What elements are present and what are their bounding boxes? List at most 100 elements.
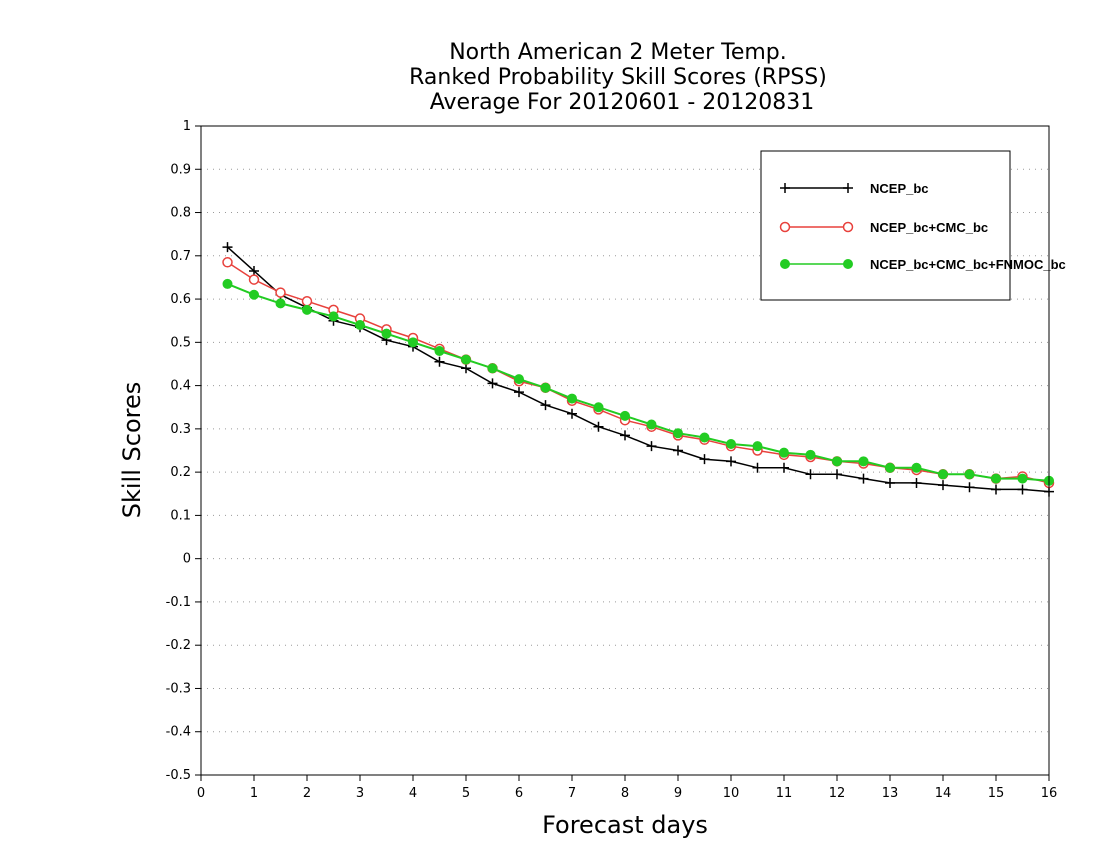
y-tick-label: 1: [183, 119, 191, 134]
data-point: [593, 402, 604, 413]
y-tick-label: 0.8: [170, 206, 191, 221]
y-tick-label: 0.9: [170, 162, 191, 177]
y-tick-label: -0.3: [166, 681, 191, 696]
data-point: [540, 400, 551, 411]
x-tick-label: 7: [568, 786, 576, 801]
y-axis-ticks: 1 0.9 0.8 0.7 0.6 0.5 0.4 0.3 0.2 0.1 0 -0.1 -0.2 -0.…: [166, 119, 201, 783]
data-point: [832, 456, 842, 467]
legend-label: NCEP_bc+CMC_bc: [870, 220, 988, 235]
data-point: [487, 378, 498, 389]
data-point: [726, 439, 736, 450]
x-tick-label: 1: [250, 786, 258, 801]
data-point: [540, 382, 551, 393]
data-point: [408, 337, 418, 348]
data-point: [964, 469, 975, 480]
data-point: [911, 477, 922, 488]
data-point: [885, 477, 895, 488]
data-point: [726, 456, 736, 467]
x-tick-label: 12: [829, 786, 846, 801]
y-tick-label: 0.1: [170, 508, 191, 523]
x-tick-label: 11: [776, 786, 793, 801]
y-tick-label: 0.4: [170, 379, 191, 394]
data-point: [1017, 484, 1028, 495]
data-point: [461, 354, 471, 365]
x-tick-label: 14: [935, 786, 952, 801]
chart-title-line-1: North American 2 Meter Temp.: [449, 40, 787, 65]
data-point: [858, 456, 869, 467]
x-axis-ticks: 0 1 2 3 4 5 6 7 8 9 10 11 12 13 14 15 16: [197, 775, 1057, 801]
data-point: [620, 410, 630, 421]
legend-marker: [842, 221, 854, 233]
plot-series: [222, 242, 1055, 497]
legend-label: NCEP_bc+CMC_bc+FNMOC_bc: [870, 257, 1066, 272]
legend-marker: [780, 183, 790, 193]
data-point: [222, 242, 233, 253]
x-tick-label: 13: [882, 786, 899, 801]
legend-marker: [843, 183, 853, 193]
x-tick-label: 6: [515, 786, 523, 801]
x-tick-label: 9: [674, 786, 682, 801]
data-point: [991, 484, 1001, 495]
data-point: [858, 473, 869, 484]
data-point: [805, 449, 816, 460]
data-point: [911, 462, 922, 473]
data-point: [381, 328, 392, 339]
y-tick-label: 0.6: [170, 292, 191, 307]
x-tick-label: 2: [303, 786, 311, 801]
legend-label: NCEP_bc: [870, 181, 929, 196]
data-point: [275, 298, 286, 309]
y-tick-label: 0.2: [170, 465, 191, 480]
data-point: [885, 462, 895, 473]
data-point: [752, 462, 763, 473]
data-point: [249, 289, 259, 300]
y-tick-label: -0.2: [166, 638, 191, 653]
legend-entries: NCEP_bc NCEP_bc+CMC_bc NCEP_bc+CMC_bc+FNMO…: [779, 181, 1066, 272]
x-tick-label: 5: [462, 786, 470, 801]
data-point: [805, 469, 816, 480]
y-tick-label: -0.4: [166, 725, 191, 740]
data-point: [646, 441, 657, 452]
chart-title-line-2: Ranked Probability Skill Scores (RPSS): [409, 65, 827, 90]
y-tick-label: -0.5: [166, 768, 191, 783]
data-point: [514, 374, 524, 385]
x-tick-label: 0: [197, 786, 205, 801]
series-ncep-bc-cmc-bc-fnmoc-bc: [222, 278, 1054, 486]
data-point: [699, 454, 710, 465]
data-point: [779, 447, 789, 458]
data-point: [487, 363, 498, 374]
legend-entry: NCEP_bc+CMC_bc+FNMOC_bc: [780, 257, 1066, 272]
data-point: [567, 408, 577, 419]
data-point: [248, 274, 260, 285]
data-point: [646, 419, 657, 430]
data-point: [779, 462, 789, 473]
x-axis-title: Forecast days: [542, 811, 708, 839]
data-point: [673, 445, 683, 456]
data-point: [434, 345, 445, 356]
data-point: [222, 278, 233, 289]
data-point: [514, 387, 524, 398]
y-tick-label: 0.7: [170, 249, 191, 264]
data-point: [301, 295, 313, 307]
data-point: [991, 473, 1001, 484]
data-point: [249, 265, 259, 276]
legend: NCEP_bc NCEP_bc+CMC_bc NCEP_bc+CMC_bc+FNMO…: [760, 150, 1066, 301]
chart-title-line-3: Average For 20120601 - 20120831: [430, 90, 815, 115]
y-tick-label: 0.3: [170, 422, 191, 437]
y-tick-label: -0.1: [166, 595, 191, 610]
legend-marker: [780, 259, 790, 269]
data-point: [938, 469, 948, 480]
legend-marker: [779, 221, 791, 233]
y-tick-label: 0.5: [170, 335, 191, 350]
data-point: [673, 428, 683, 439]
data-point: [752, 441, 763, 452]
data-point: [461, 363, 471, 374]
data-point: [593, 421, 604, 432]
x-tick-label: 3: [356, 786, 364, 801]
data-point: [302, 304, 312, 315]
data-point: [434, 356, 445, 367]
x-tick-label: 8: [621, 786, 629, 801]
data-point: [1017, 473, 1028, 484]
data-point: [222, 257, 233, 268]
data-point: [938, 480, 948, 491]
